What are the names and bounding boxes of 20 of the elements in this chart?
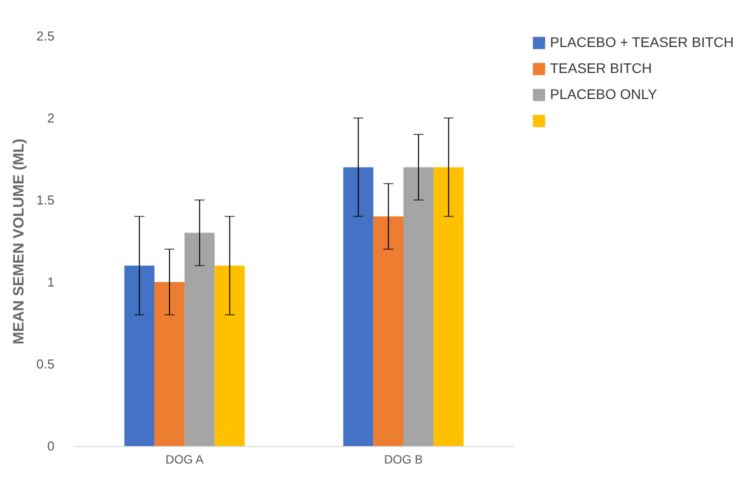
legend-label: TEASER BITCH xyxy=(550,60,652,76)
bar xyxy=(124,266,154,446)
legend-label: PLACEBO ONLY xyxy=(550,86,658,102)
y-tick-label: 1.5 xyxy=(36,192,54,208)
y-tick-label: 0.5 xyxy=(36,356,54,372)
bar xyxy=(343,167,374,446)
bar xyxy=(214,266,245,446)
bar xyxy=(373,216,404,446)
y-tick-label: 2.5 xyxy=(36,28,54,44)
bar xyxy=(403,167,434,446)
bar xyxy=(154,282,185,446)
bar xyxy=(434,167,464,446)
bar xyxy=(184,232,215,446)
x-tick-label: DOG B xyxy=(384,452,423,466)
x-tick-label: DOG A xyxy=(166,452,204,466)
y-tick-label: 1 xyxy=(47,274,54,290)
legend-label: PLACEBO + TEASER BITCH xyxy=(550,34,734,50)
y-axis-title: MEAN SEMEN VOLUME (ML) xyxy=(10,138,28,344)
y-tick-label: 2 xyxy=(47,110,54,126)
y-tick-label: 0 xyxy=(47,438,54,454)
